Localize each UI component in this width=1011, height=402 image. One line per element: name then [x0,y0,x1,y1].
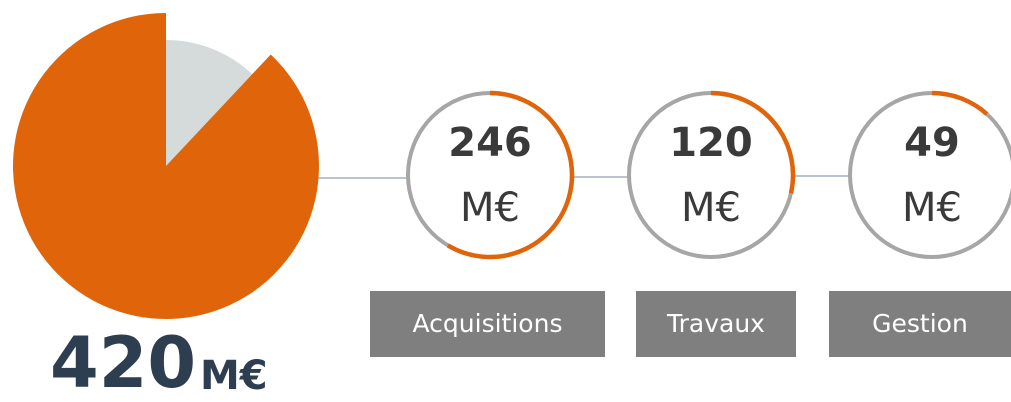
item-value: 120 [669,120,753,166]
pie [13,13,320,320]
pie-slice [166,40,253,166]
total-value: 420 [50,322,196,402]
ring-arc [710,90,796,194]
items: 246 M€ Acquisitions 120 M€ Travaux 49 M€ Gestion [370,90,1011,357]
item-value: 246 [448,120,532,166]
item-label: Acquisitions [413,309,563,338]
total-unit: M€ [200,353,268,399]
item-unit: M€ [460,185,520,231]
item-unit: M€ [902,185,962,231]
ring-arc [931,90,989,116]
item-label: Travaux [666,309,765,338]
item-label: Gestion [872,309,968,338]
connectors [318,175,850,179]
ring-arc [446,90,575,260]
label-box [636,291,796,357]
item-value: 49 [904,120,960,166]
label-box [370,291,605,357]
label-box [829,291,1011,357]
ring-track [848,91,1011,259]
pie-slice [13,13,320,320]
item-unit: M€ [681,185,741,231]
